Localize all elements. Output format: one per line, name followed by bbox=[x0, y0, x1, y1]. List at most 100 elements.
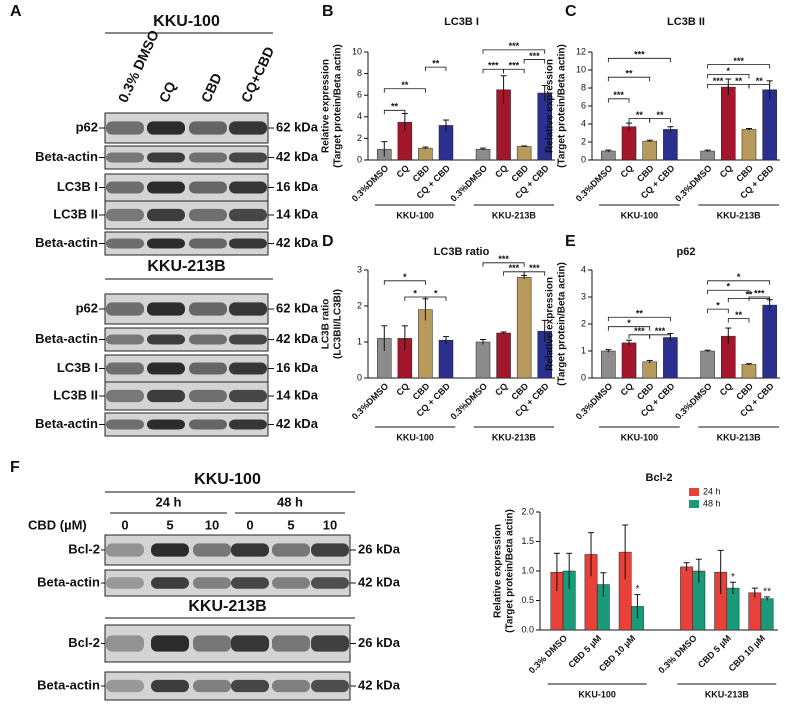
y-tick-label: 10 bbox=[576, 64, 586, 74]
significance-bracket bbox=[707, 64, 771, 69]
row-label: p62 bbox=[76, 119, 98, 134]
time-label: 24 h bbox=[155, 494, 181, 509]
blot-band bbox=[311, 577, 349, 589]
y-tick-label: 0 bbox=[357, 372, 362, 382]
bar bbox=[516, 276, 532, 379]
row-label: Bcl-2 bbox=[68, 541, 100, 556]
cell-line-header: KKU-100 bbox=[153, 13, 220, 30]
group-label: KKU-100 bbox=[621, 210, 659, 220]
dose-value: 5 bbox=[166, 517, 173, 532]
x-tick-label: 0.3%DMSO bbox=[350, 381, 391, 422]
blot-band bbox=[106, 121, 144, 135]
y-axis-label: Relative expression bbox=[321, 59, 332, 153]
bar bbox=[741, 129, 757, 161]
blot-band bbox=[147, 419, 185, 430]
significance: * bbox=[727, 282, 731, 292]
kda-label: 42 kDa bbox=[358, 574, 401, 589]
significance-bracket bbox=[383, 109, 406, 115]
x-tick-label: 0.3%DMSO bbox=[574, 163, 615, 204]
panel-letter: B bbox=[322, 3, 334, 20]
blot-band bbox=[189, 121, 227, 135]
bar bbox=[642, 140, 657, 161]
blot-band bbox=[229, 389, 267, 403]
blot-band bbox=[147, 238, 185, 249]
significance-bracket bbox=[707, 308, 729, 314]
significance: *** bbox=[655, 326, 666, 336]
y-tick-label: 6 bbox=[357, 90, 362, 100]
dose-label: CBD (µM) bbox=[28, 517, 87, 532]
x-tick-label: CQ bbox=[718, 163, 735, 180]
row-label: Beta-actin bbox=[35, 416, 98, 431]
y-axis-label: (Target protein/Beta actin) bbox=[557, 44, 568, 168]
significance: *** bbox=[509, 263, 520, 273]
kda-label: 16 kDa bbox=[276, 179, 319, 194]
bar bbox=[601, 350, 616, 379]
group-label: KKU-213B bbox=[492, 432, 537, 442]
y-tick-label: 3 bbox=[357, 264, 362, 274]
kda-label: 14 kDa bbox=[276, 206, 319, 221]
group-label: KKU-100 bbox=[396, 210, 434, 220]
y-axis-label: Relative expression bbox=[545, 59, 556, 153]
y-tick-label: 2 bbox=[581, 318, 586, 328]
row-label: p62 bbox=[76, 300, 98, 315]
blot-band bbox=[311, 635, 349, 652]
row-label: LC3B II bbox=[53, 387, 98, 402]
blot-band bbox=[147, 152, 185, 163]
significance: * bbox=[716, 301, 720, 311]
dose-value: 0 bbox=[121, 517, 128, 532]
x-tick-label: 0.3%DMSO bbox=[673, 163, 714, 204]
significance: *** bbox=[613, 90, 624, 100]
blot-band bbox=[189, 302, 227, 316]
blot-band bbox=[147, 362, 185, 375]
y-tick-label: 8 bbox=[357, 68, 362, 78]
kda-label: 62 kDa bbox=[276, 119, 319, 134]
x-tick-label: CQ bbox=[394, 381, 411, 398]
y-tick-label: 1 bbox=[581, 345, 586, 355]
significance-bracket bbox=[482, 262, 525, 267]
y-tick-label: 0.5 bbox=[521, 595, 534, 605]
kda-label: 26 kDa bbox=[358, 541, 401, 556]
bar bbox=[700, 350, 715, 379]
row-label: LC3B I bbox=[57, 360, 98, 375]
significance-bracket bbox=[523, 271, 546, 276]
row-label: Beta-actin bbox=[35, 331, 98, 346]
significance: ** bbox=[735, 310, 743, 320]
y-tick-label: 2.0 bbox=[521, 506, 534, 516]
row-label: Beta-actin bbox=[37, 574, 100, 589]
legend-swatch bbox=[689, 500, 699, 508]
x-tick-label: CQ bbox=[493, 381, 510, 398]
x-tick-label: 0.3% DMSO bbox=[527, 633, 569, 675]
legend-label: 24 h bbox=[703, 486, 721, 496]
chart-title: Bcl-2 bbox=[646, 472, 673, 484]
significance-bracket bbox=[607, 326, 651, 331]
group-label: KKU-213B bbox=[492, 210, 537, 220]
cell-line-header: KKU-213B bbox=[188, 598, 266, 615]
blot-band bbox=[229, 419, 267, 430]
significance: ** bbox=[763, 587, 771, 598]
panel-letter: E bbox=[565, 233, 576, 250]
significance: * bbox=[434, 288, 438, 298]
significance: *** bbox=[634, 50, 645, 60]
blot-band bbox=[311, 543, 349, 557]
x-tick-label: 0.3%DMSO bbox=[574, 381, 615, 422]
group-label: KKU-213B bbox=[717, 432, 762, 442]
blot-band bbox=[147, 208, 185, 222]
dose-value: 10 bbox=[205, 517, 219, 532]
significance-bracket bbox=[649, 118, 671, 123]
significance: *** bbox=[754, 288, 765, 298]
bar bbox=[760, 598, 774, 631]
row-label: Bcl-2 bbox=[68, 635, 100, 650]
bar bbox=[700, 150, 715, 161]
column-label: CQ+CBD bbox=[238, 44, 278, 105]
significance-bracket bbox=[649, 334, 671, 339]
row-label: Beta-actin bbox=[37, 677, 100, 692]
y-axis-label: Relative expression bbox=[545, 277, 556, 371]
significance: ** bbox=[756, 76, 764, 86]
y-axis-label: (LC3BII/LC3BI) bbox=[333, 289, 344, 359]
significance: *** bbox=[529, 263, 540, 273]
significance-bracket bbox=[727, 318, 750, 323]
bar bbox=[762, 89, 777, 161]
panel-letter: D bbox=[322, 233, 334, 250]
significance: ** bbox=[626, 69, 634, 79]
blot-band bbox=[272, 635, 310, 652]
